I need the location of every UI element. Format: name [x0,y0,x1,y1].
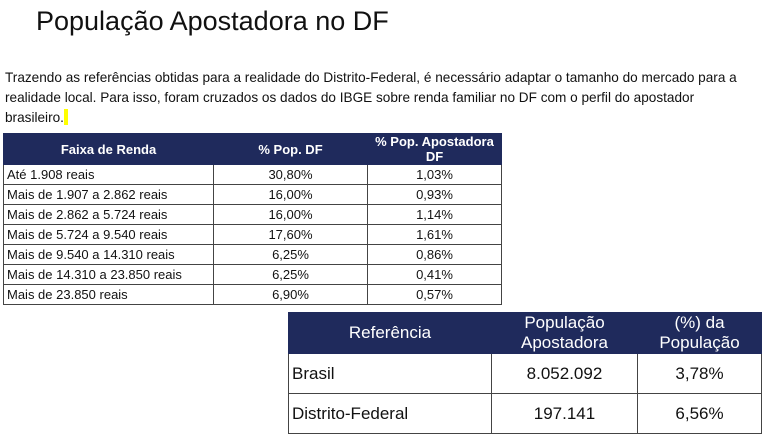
table-row: Mais de 5.724 a 9.540 reais 17,60% 1,61% [3,224,502,245]
intro-paragraph: Trazendo as referências obtidas para a r… [5,68,745,128]
header-cell: População Apostadora [491,312,638,354]
table-cell: 0,93% [367,184,502,205]
header-cell: % Pop. Apostadora DF [367,133,502,165]
table-row: Até 1.908 reais 30,80% 1,03% [3,164,502,185]
header-cell: Faixa de Renda [3,133,214,165]
table-cell: 0,86% [367,244,502,265]
text-highlight [63,109,68,125]
table-header-row: Faixa de Renda % Pop. DF % Pop. Apostado… [3,133,502,165]
table-cell: 8.052.092 [491,353,638,394]
table-cell: 0,41% [367,264,502,285]
table-cell: 6,25% [213,244,368,265]
header-cell: Referência [288,312,492,354]
table-cell: Mais de 23.850 reais [3,284,214,305]
reference-table: Referência População Apostadora (%) da P… [288,312,762,434]
table-row: Brasil 8.052.092 3,78% [288,353,762,394]
table-cell: Até 1.908 reais [3,164,214,185]
table-cell: Mais de 2.862 a 5.724 reais [3,204,214,225]
header-cell: (%) da População [637,312,762,354]
table-cell: 6,90% [213,284,368,305]
table-cell: 16,00% [213,184,368,205]
table-row: Distrito-Federal 197.141 6,56% [288,393,762,434]
table-row: Mais de 2.862 a 5.724 reais 16,00% 1,14% [3,204,502,225]
table-cell: 1,14% [367,204,502,225]
table-row: Mais de 9.540 a 14.310 reais 6,25% 0,86% [3,244,502,265]
table-cell: 30,80% [213,164,368,185]
table-cell: 197.141 [491,393,638,434]
table-cell: Mais de 1.907 a 2.862 reais [3,184,214,205]
header-cell: % Pop. DF [213,133,368,165]
table-cell: Brasil [288,353,492,394]
table-cell: 6,25% [213,264,368,285]
table-header-row: Referência População Apostadora (%) da P… [288,312,762,354]
table-cell: Mais de 9.540 a 14.310 reais [3,244,214,265]
table-cell: Mais de 5.724 a 9.540 reais [3,224,214,245]
table-cell: 0,57% [367,284,502,305]
table-cell: Mais de 14.310 a 23.850 reais [3,264,214,285]
slide-title: População Apostadora no DF [36,6,389,36]
table-cell: 17,60% [213,224,368,245]
table-cell: 6,56% [637,393,762,434]
table-cell: 1,03% [367,164,502,185]
income-table: Faixa de Renda % Pop. DF % Pop. Apostado… [3,133,502,305]
table-cell: Distrito-Federal [288,393,492,434]
table-row: Mais de 14.310 a 23.850 reais 6,25% 0,41% [3,264,502,285]
table-row: Mais de 1.907 a 2.862 reais 16,00% 0,93% [3,184,502,205]
table-cell: 3,78% [637,353,762,394]
table-cell: 1,61% [367,224,502,245]
table-cell: 16,00% [213,204,368,225]
intro-text: Trazendo as referências obtidas para a r… [5,70,737,125]
table-row: Mais de 23.850 reais 6,90% 0,57% [3,284,502,305]
